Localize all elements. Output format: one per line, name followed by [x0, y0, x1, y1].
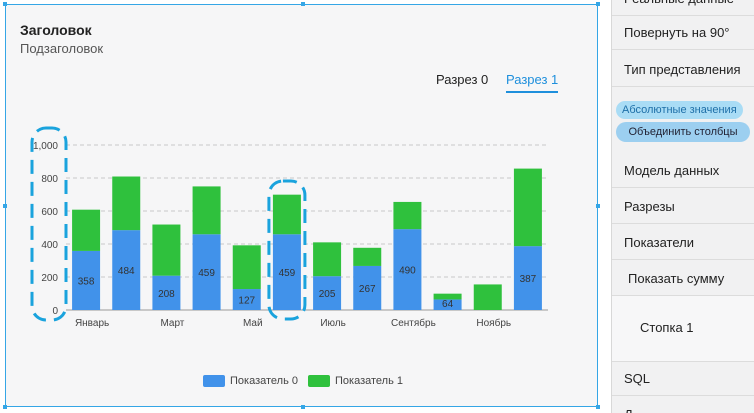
bar-0 [112, 230, 141, 310]
resize-handle[interactable] [3, 405, 7, 409]
y-tick-label: 0 [52, 306, 58, 317]
x-tick-label: Январь [75, 318, 109, 329]
data-label: 64 [442, 299, 454, 310]
widget-title: Заголовок [20, 22, 92, 38]
y-tick-label: 800 [41, 174, 58, 185]
bar-0 [232, 289, 261, 310]
legend-item-1[interactable]: Показатель 1 [308, 375, 403, 387]
legend-swatch-1 [308, 375, 330, 387]
x-tick-label: Март [160, 318, 184, 329]
resize-handle[interactable] [301, 405, 305, 409]
bar-1 [72, 209, 101, 251]
sidebar-item-real-data[interactable]: Реальные данные [612, 0, 754, 16]
resize-handle[interactable] [3, 204, 7, 208]
resize-handle[interactable] [596, 405, 600, 409]
absolute-values-pill[interactable]: Абсолютные значения [616, 101, 743, 119]
axis-highlight-outline [30, 126, 68, 322]
y-tick-label: 400 [41, 240, 58, 251]
sidebar-item-rotate[interactable]: Повернуть на 90° [612, 16, 754, 50]
legend-item-0[interactable]: Показатель 0 [203, 375, 298, 387]
sidebar-item-data-model[interactable]: Модель данных [612, 154, 754, 188]
y-tick-label: 1,000 [33, 141, 58, 152]
legend-label-1: Показатель 1 [335, 375, 403, 387]
stack-label: Стопка 1 [640, 320, 694, 335]
active-tab-underline [506, 91, 558, 93]
sidebar-item-indicators[interactable]: Показатели [612, 226, 754, 260]
sidebar-item-more[interactable]: Д... [612, 398, 754, 413]
stack-box[interactable]: Стопка 1 [612, 296, 754, 362]
sidebar-item-slices[interactable]: Разрезы [612, 190, 754, 224]
bar-1 [112, 176, 141, 231]
bar-1 [473, 284, 502, 310]
data-label: 208 [158, 289, 175, 300]
widget-subtitle: Подзаголовок [20, 41, 104, 56]
data-label: 490 [399, 266, 416, 277]
resize-handle[interactable] [596, 204, 600, 208]
bar-0 [393, 229, 422, 310]
data-label: 205 [319, 289, 336, 300]
y-tick-label: 600 [41, 207, 58, 218]
data-label: 484 [118, 266, 135, 277]
sidebar-item-view-type[interactable]: Тип представления [612, 53, 754, 87]
x-tick-label: Сентябрь [391, 317, 436, 329]
bar-0 [353, 265, 382, 310]
x-tick-label: Ноябрь [476, 317, 511, 329]
bar-1 [313, 242, 342, 277]
bar-1 [353, 247, 382, 266]
resize-handle[interactable] [301, 2, 305, 6]
bar-0 [513, 246, 542, 310]
bar-1 [393, 201, 422, 230]
bar-1 [152, 224, 181, 276]
bar-1 [272, 194, 301, 235]
bar-0 [433, 299, 462, 310]
data-label: 459 [198, 268, 215, 279]
x-tick-label: Июль [320, 318, 346, 329]
legend-swatch-0 [203, 375, 225, 387]
tab-razrez-1[interactable]: Разрез 1 [506, 72, 559, 87]
bar-0 [152, 275, 181, 310]
chart-widget[interactable]: Заголовок Подзаголовок Разрез 0 Разрез 1… [3, 2, 600, 409]
legend-label-0: Показатель 0 [230, 375, 298, 387]
bar-0 [272, 234, 301, 310]
bar-chart: 0 200 400 600 800 1,000 358 Январь 484 208 Март 459… [30, 126, 548, 329]
bar-0 [72, 250, 101, 310]
data-label: 127 [238, 296, 255, 307]
data-label: 387 [520, 274, 537, 285]
y-tick-label: 200 [41, 273, 58, 284]
tab-razrez-0[interactable]: Разрез 0 [436, 72, 489, 87]
data-label: 267 [359, 284, 376, 295]
merge-columns-pill[interactable]: Объединить столбцы [616, 122, 750, 142]
bar-1 [192, 186, 221, 235]
resize-handle[interactable] [3, 2, 7, 6]
x-tick-label: Май [243, 318, 263, 329]
bar-1 [513, 168, 542, 247]
data-label: 358 [78, 276, 95, 287]
sidebar-item-sql[interactable]: SQL [612, 362, 754, 396]
bar-1 [433, 293, 462, 300]
settings-sidebar: Реальные данные Повернуть на 90° Тип пре… [611, 0, 754, 413]
bar-highlight-outline [267, 179, 307, 321]
bar-1 [232, 245, 261, 290]
data-label: 459 [279, 268, 296, 279]
resize-handle[interactable] [596, 2, 600, 6]
bar-0 [313, 276, 342, 310]
bar-0 [192, 234, 221, 310]
sidebar-item-show-sum[interactable]: Показать сумму [612, 262, 754, 296]
